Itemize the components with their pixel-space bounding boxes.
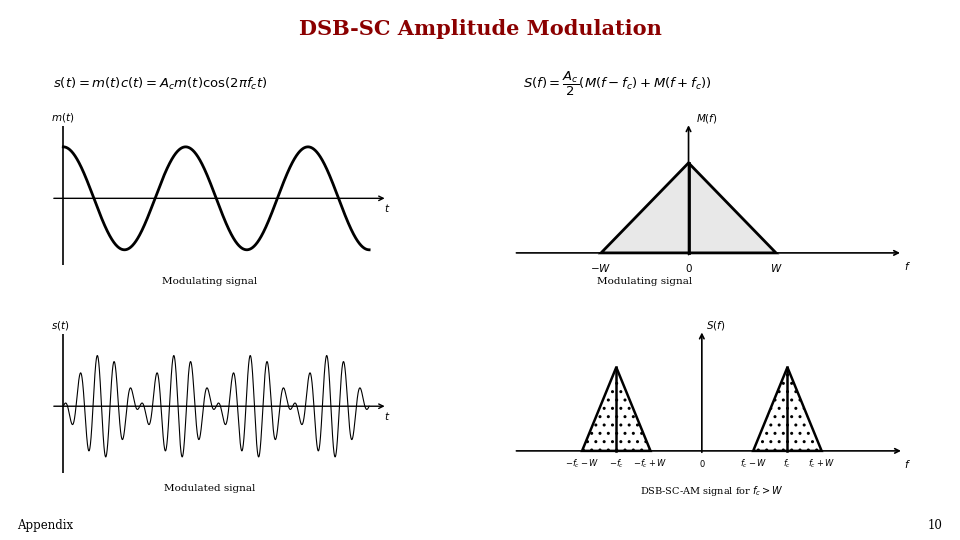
Text: $0$: $0$	[699, 457, 706, 469]
Text: $-f_c+W$: $-f_c+W$	[634, 457, 667, 470]
Text: $f_c$: $f_c$	[783, 457, 791, 470]
Text: 10: 10	[928, 519, 943, 532]
Text: $t$: $t$	[384, 202, 391, 214]
Text: $-f_c-W$: $-f_c-W$	[564, 457, 599, 470]
Polygon shape	[754, 367, 822, 451]
Text: $f_c+W$: $f_c+W$	[808, 457, 835, 470]
Text: $-f_c$: $-f_c$	[609, 457, 624, 470]
Text: $f$: $f$	[903, 457, 911, 470]
Text: $0$: $0$	[684, 262, 692, 274]
Text: $t$: $t$	[384, 410, 391, 422]
Text: $f$: $f$	[903, 260, 911, 272]
Text: Modulating signal: Modulating signal	[162, 276, 257, 286]
Text: $M(f)$: $M(f)$	[696, 112, 717, 125]
Text: Modulating signal: Modulating signal	[597, 277, 692, 286]
Text: $W$: $W$	[770, 262, 782, 274]
Polygon shape	[582, 367, 651, 451]
Text: $m(t)$: $m(t)$	[51, 111, 74, 124]
Text: DSB-SC-AM signal for $f_c > W$: DSB-SC-AM signal for $f_c > W$	[640, 484, 784, 498]
Text: Modulated signal: Modulated signal	[164, 484, 255, 494]
Text: $-W$: $-W$	[590, 262, 612, 274]
Text: $S(f) = \dfrac{A_c}{2}\left(M(f-f_c)+M(f+f_c)\right)$: $S(f) = \dfrac{A_c}{2}\left(M(f-f_c)+M(f…	[523, 70, 712, 98]
Text: DSB-SC Amplitude Modulation: DSB-SC Amplitude Modulation	[299, 19, 661, 39]
Text: $f_c-W$: $f_c-W$	[739, 457, 767, 470]
Text: $S(f)$: $S(f)$	[706, 319, 726, 332]
Polygon shape	[601, 163, 776, 253]
Text: Appendix: Appendix	[17, 519, 73, 532]
Text: $s(t) = m(t)c(t) = A_c m(t)\cos(2\pi f_c t)$: $s(t) = m(t)c(t) = A_c m(t)\cos(2\pi f_c…	[53, 76, 267, 92]
Text: $s(t)$: $s(t)$	[51, 319, 70, 332]
